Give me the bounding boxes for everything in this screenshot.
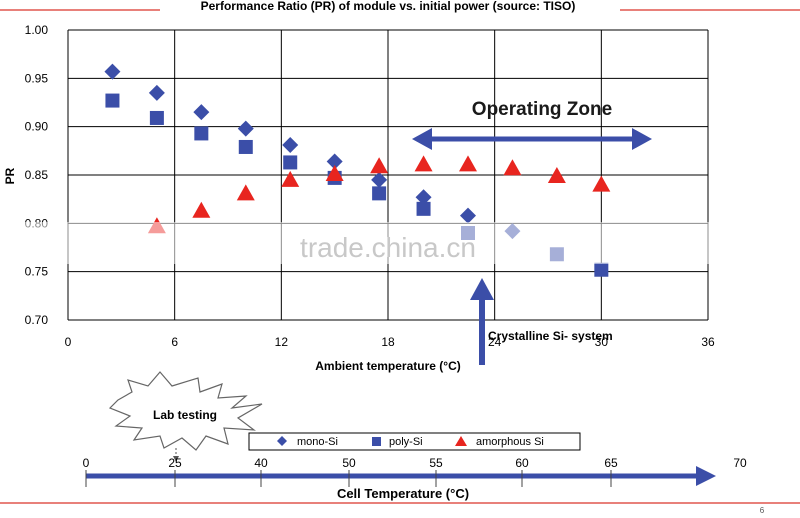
x-tick-label: 18 [381,335,395,349]
data-point-triangle [281,170,300,187]
data-point-square [238,139,253,154]
y-tick-label: 0.75 [25,265,49,279]
data-point-triangle [370,157,389,174]
chart-title: Performance Ratio (PR) of module vs. ini… [201,0,576,13]
legend-triangle-icon [455,436,467,446]
data-point-triangle [547,166,566,183]
data-point-diamond [326,153,343,170]
cell-tick-label: 65 [604,456,618,470]
legend-amorphous: amorphous Si [476,436,544,448]
x-tick-label: 6 [171,335,178,349]
lab-testing-burst [108,371,263,451]
data-point-square [149,110,164,125]
y-axis-label: PR [3,167,17,184]
slide-number: 6 [760,506,765,515]
data-point-triangle [503,159,522,176]
data-point-diamond [104,63,121,80]
x-tick-label: 24 [488,335,502,349]
x-tick-labels: 0 6 12 18 24 30 36 [65,335,715,349]
data-point-square [283,155,298,170]
data-point-triangle [236,184,255,201]
data-point-triangle [592,175,611,192]
cell-tick-label: 55 [429,456,443,470]
data-points [104,63,611,277]
cell-tick-label: 40 [254,456,268,470]
plot-grid [67,29,709,321]
data-point-triangle [414,155,433,172]
data-point-square [372,186,387,201]
cell-tick-label: 25 [168,456,182,470]
y-tick-label: 1.00 [25,23,49,37]
x-axis-label: Ambient temperature (°C) [315,359,460,373]
operating-zone-label: Operating Zone [472,99,612,120]
cell-tick-marks [85,470,612,487]
data-point-square [594,262,609,277]
data-point-triangle [192,201,211,218]
data-point-diamond [415,189,432,206]
crystalline-arrow [470,278,494,365]
data-point-diamond [460,207,476,224]
data-point-triangle [325,165,344,182]
data-point-diamond [282,137,299,154]
legend-poly: poly-Si [389,436,423,448]
legend-mono: mono-Si [297,436,338,448]
y-tick-label: 0.70 [25,313,49,327]
data-point-diamond [237,120,254,137]
y-tick-labels: 0.700.750.800.850.900.951.00 [25,23,49,327]
cell-tick-label: 0 [83,456,90,470]
legend-diamond-icon [277,436,287,446]
data-point-diamond [148,84,165,101]
operating-zone-arrow [412,128,652,150]
legend-square-icon [372,437,381,446]
x-tick-label: 0 [65,335,72,349]
data-point-triangle [459,155,477,172]
lab-testing-pointer [173,448,179,462]
data-point-square [416,201,431,216]
y-tick-label: 0.95 [25,71,49,85]
data-point-square [194,126,209,141]
y-tick-label: 0.90 [25,120,49,134]
legend: mono-Si poly-Si amorphous Si [248,432,581,451]
cell-temperature-label: Cell Temperature (°C) [337,486,469,501]
cell-tick-labels: 0 25 40 50 55 60 65 70 [83,456,747,470]
data-point-diamond [193,104,210,121]
crystalline-label: Crystalline Si- system [488,329,613,343]
x-tick-label: 12 [275,335,289,349]
data-point-diamond [371,171,388,188]
data-point-square [105,93,120,108]
watermark: trade.china.cn [300,232,476,263]
cell-tick-label: 60 [515,456,529,470]
x-tick-label: 36 [701,335,715,349]
x-tick-label: 30 [595,335,609,349]
cell-temperature-arrow [86,466,716,486]
cell-tick-label: 70 [733,456,747,470]
cell-tick-label: 50 [342,456,356,470]
y-tick-label: 0.85 [25,168,49,182]
lab-testing-label: Lab testing [153,408,217,422]
